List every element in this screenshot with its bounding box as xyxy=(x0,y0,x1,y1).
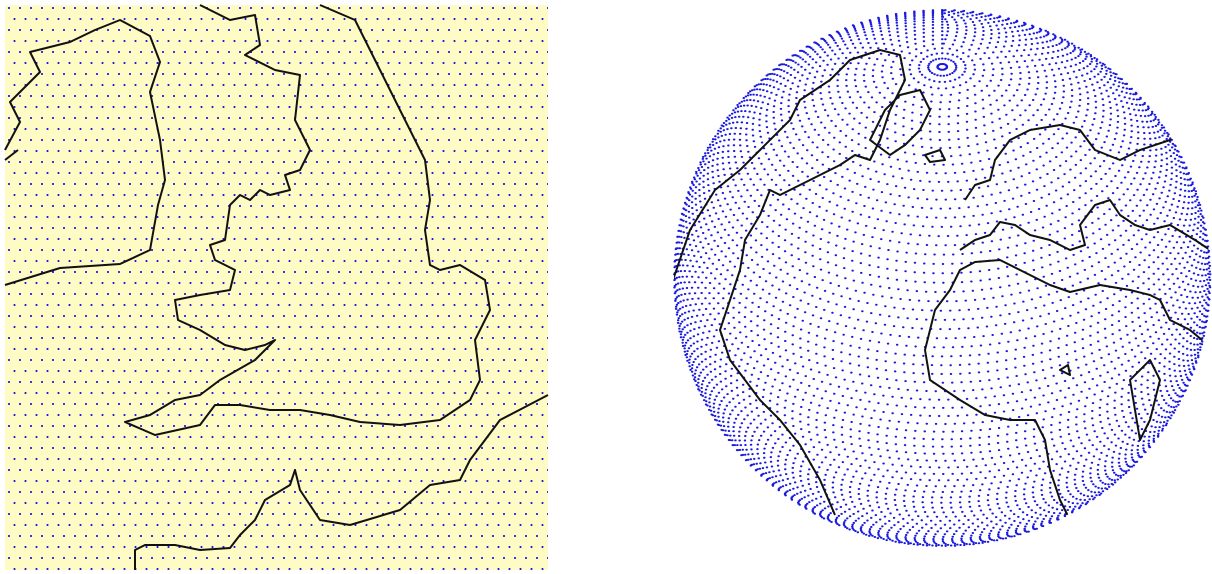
coastline xyxy=(924,259,1210,521)
coastline xyxy=(959,199,1210,251)
globe-background xyxy=(674,10,1210,546)
coastline xyxy=(869,89,946,163)
coastline xyxy=(1059,359,1161,441)
coastline xyxy=(964,124,1196,201)
coastline xyxy=(674,49,906,516)
coastline xyxy=(134,394,549,570)
regional-map xyxy=(4,4,549,570)
globe xyxy=(673,9,1212,547)
grid-points xyxy=(5,5,548,570)
coastline xyxy=(4,19,166,286)
coastline xyxy=(124,4,491,436)
coastline xyxy=(4,149,19,161)
